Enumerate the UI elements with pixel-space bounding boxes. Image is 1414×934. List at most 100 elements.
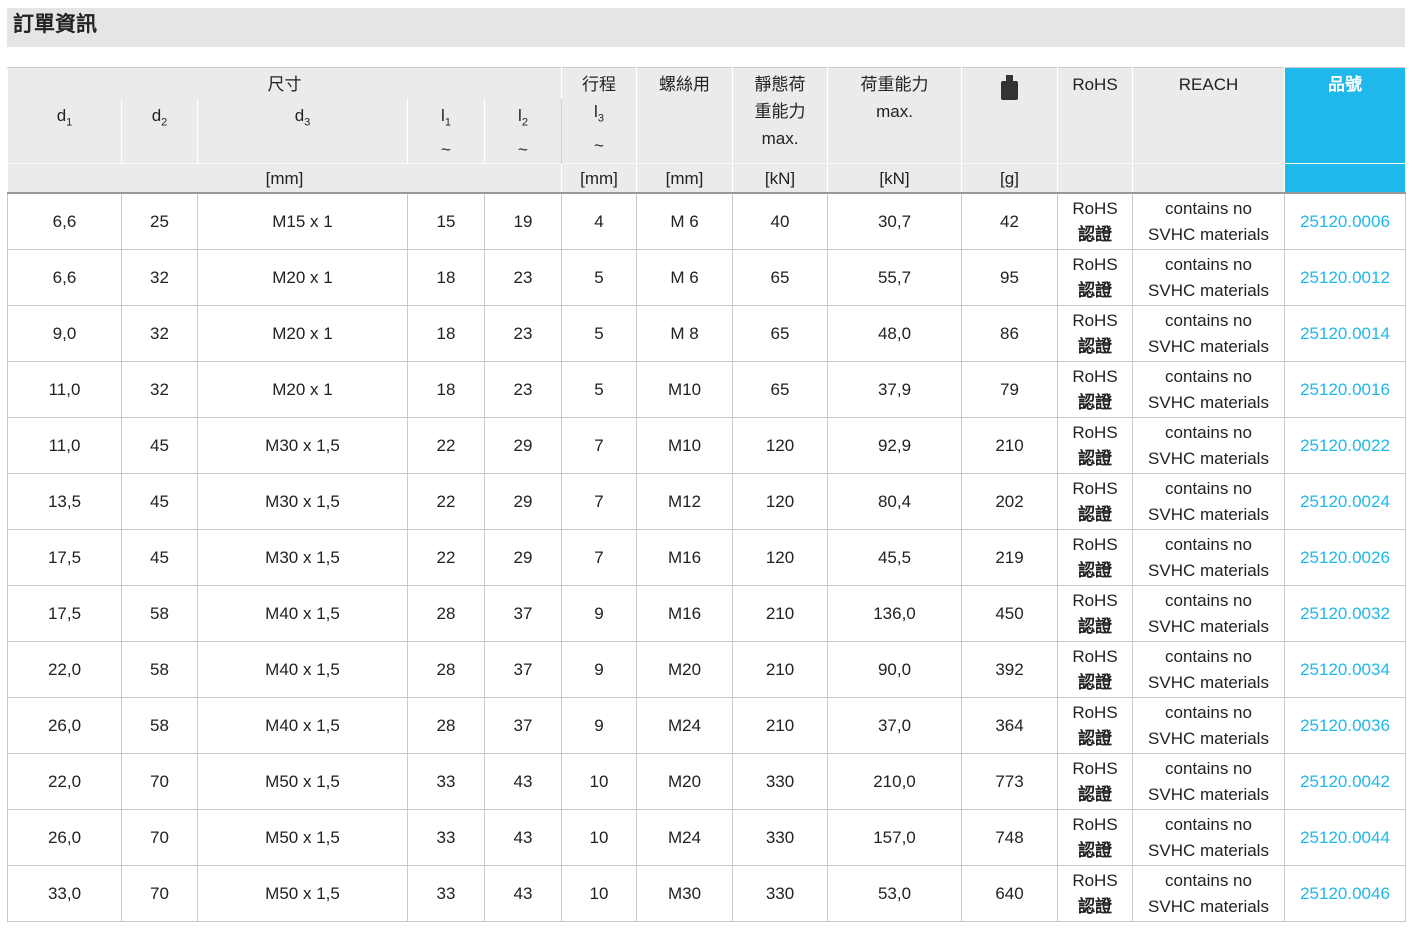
cell-d3: M50 x 1,5 xyxy=(197,865,408,923)
cell-reach: contains no SVHC materials xyxy=(1132,865,1285,923)
cell-l1: 22 xyxy=(407,473,485,531)
cell-rohs: RoHS 認證 xyxy=(1057,529,1133,587)
cell-d3: M30 x 1,5 xyxy=(197,473,408,531)
order-info-table: 尺寸 行程 l3 ~ 螺絲用 靜態荷 重能力 max. 荷重能力 max. RoHS RE… xyxy=(7,66,1406,923)
cell-d3: M50 x 1,5 xyxy=(197,753,408,811)
cell-d2: 70 xyxy=(121,865,198,923)
cell-d1: 26,0 xyxy=(7,809,122,867)
cell-l2: 23 xyxy=(484,249,562,307)
cell-static-load: 330 xyxy=(732,809,828,867)
cell-static-load: 120 xyxy=(732,417,828,475)
table-row: 11,0 32 M20 x 1 18 23 5 M10 65 37,9 79 RoHS 認證 conta… xyxy=(7,361,1406,419)
header-reach: REACH xyxy=(1132,66,1285,164)
part-number-link[interactable]: 25120.0046 xyxy=(1300,883,1390,903)
header-part-no[interactable]: 品號 xyxy=(1284,66,1406,164)
cell-d3: M20 x 1 xyxy=(197,249,408,307)
cell-load-capacity: 92,9 xyxy=(827,417,962,475)
cell-part-no: 25120.0026 xyxy=(1284,529,1406,587)
part-number-link[interactable]: 25120.0042 xyxy=(1300,771,1390,791)
cell-l3: 7 xyxy=(561,417,637,475)
cell-reach: contains no SVHC materials xyxy=(1132,249,1285,307)
cell-load-capacity: 157,0 xyxy=(827,809,962,867)
cell-l3: 5 xyxy=(561,249,637,307)
cell-d1: 26,0 xyxy=(7,697,122,755)
cell-rohs: RoHS 認證 xyxy=(1057,641,1133,699)
cell-l2: 37 xyxy=(484,641,562,699)
cell-d1: 17,5 xyxy=(7,585,122,643)
part-number-link[interactable]: 25120.0022 xyxy=(1300,435,1390,455)
cell-part-no: 25120.0044 xyxy=(1284,809,1406,867)
cell-l2: 37 xyxy=(484,585,562,643)
cell-l3: 7 xyxy=(561,473,637,531)
table-row: 13,5 45 M30 x 1,5 22 29 7 M12 120 80,4 202 RoHS 認證 c… xyxy=(7,473,1406,531)
cell-l2: 23 xyxy=(484,361,562,419)
cell-d2: 58 xyxy=(121,641,198,699)
cell-load-capacity: 55,7 xyxy=(827,249,962,307)
part-number-link[interactable]: 25120.0014 xyxy=(1300,323,1390,343)
header-dimensions: 尺寸 xyxy=(7,67,562,99)
cell-reach: contains no SVHC materials xyxy=(1132,809,1285,867)
table-row: 22,0 70 M50 x 1,5 33 43 10 M20 330 210,0 773 RoHS 認… xyxy=(7,753,1406,811)
unit-dimensions: [mm] xyxy=(7,163,562,195)
part-number-link[interactable]: 25120.0036 xyxy=(1300,715,1390,735)
cell-d1: 6,6 xyxy=(7,192,122,251)
cell-load-capacity: 53,0 xyxy=(827,865,962,923)
part-number-link[interactable]: 25120.0044 xyxy=(1300,827,1390,847)
cell-l2: 23 xyxy=(484,305,562,363)
cell-weight: 210 xyxy=(961,417,1058,475)
header-l2: l2 ~ xyxy=(484,99,562,164)
header-stroke: 行程 l3 ~ xyxy=(561,66,637,164)
cell-static-load: 330 xyxy=(732,753,828,811)
part-number-link[interactable]: 25120.0034 xyxy=(1300,659,1390,679)
cell-d3: M20 x 1 xyxy=(197,305,408,363)
part-number-link[interactable]: 25120.0012 xyxy=(1300,267,1390,287)
cell-static-load: 210 xyxy=(732,641,828,699)
cell-rohs: RoHS 認證 xyxy=(1057,361,1133,419)
part-number-link[interactable]: 25120.0006 xyxy=(1300,211,1390,231)
cell-d2: 70 xyxy=(121,753,198,811)
table-row: 26,0 58 M40 x 1,5 28 37 9 M24 210 37,0 364 RoHS 認證 c… xyxy=(7,697,1406,755)
part-number-link[interactable]: 25120.0026 xyxy=(1300,547,1390,567)
cell-d1: 13,5 xyxy=(7,473,122,531)
cell-reach: contains no SVHC materials xyxy=(1132,417,1285,475)
part-number-link[interactable]: 25120.0032 xyxy=(1300,603,1390,623)
cell-load-capacity: 30,7 xyxy=(827,192,962,251)
cell-d1: 22,0 xyxy=(7,641,122,699)
cell-weight: 86 xyxy=(961,305,1058,363)
cell-reach: contains no SVHC materials xyxy=(1132,305,1285,363)
unit-stroke: [mm] xyxy=(561,163,637,195)
cell-static-load: 120 xyxy=(732,529,828,587)
cell-part-no: 25120.0036 xyxy=(1284,697,1406,755)
cell-reach: contains no SVHC materials xyxy=(1132,529,1285,587)
cell-l1: 18 xyxy=(407,249,485,307)
cell-l3: 10 xyxy=(561,865,637,923)
cell-d1: 17,5 xyxy=(7,529,122,587)
cell-part-no: 25120.0034 xyxy=(1284,641,1406,699)
cell-d2: 70 xyxy=(121,809,198,867)
unit-reach xyxy=(1132,163,1285,195)
cell-part-no: 25120.0024 xyxy=(1284,473,1406,531)
cell-part-no: 25120.0006 xyxy=(1284,192,1406,251)
cell-static-load: 210 xyxy=(732,585,828,643)
cell-screw: M 6 xyxy=(636,192,733,251)
cell-l1: 18 xyxy=(407,361,485,419)
table-row: 17,5 58 M40 x 1,5 28 37 9 M16 210 136,0 450 RoHS 認證… xyxy=(7,585,1406,643)
cell-l3: 9 xyxy=(561,585,637,643)
section-title: 訂單資訊 xyxy=(7,8,1405,47)
cell-weight: 773 xyxy=(961,753,1058,811)
cell-screw: M10 xyxy=(636,417,733,475)
cell-rohs: RoHS 認證 xyxy=(1057,753,1133,811)
cell-screw: M12 xyxy=(636,473,733,531)
part-number-link[interactable]: 25120.0024 xyxy=(1300,491,1390,511)
header-l1: l1 ~ xyxy=(407,99,485,164)
part-number-link[interactable]: 25120.0016 xyxy=(1300,379,1390,399)
cell-static-load: 65 xyxy=(732,305,828,363)
table-row: 17,5 45 M30 x 1,5 22 29 7 M16 120 45,5 219 RoHS 認證 c… xyxy=(7,529,1406,587)
cell-static-load: 65 xyxy=(732,361,828,419)
cell-d2: 45 xyxy=(121,529,198,587)
header-screw: 螺絲用 xyxy=(636,66,733,164)
cell-l1: 28 xyxy=(407,697,485,755)
cell-d2: 45 xyxy=(121,473,198,531)
cell-l2: 43 xyxy=(484,753,562,811)
cell-d3: M15 x 1 xyxy=(197,192,408,251)
